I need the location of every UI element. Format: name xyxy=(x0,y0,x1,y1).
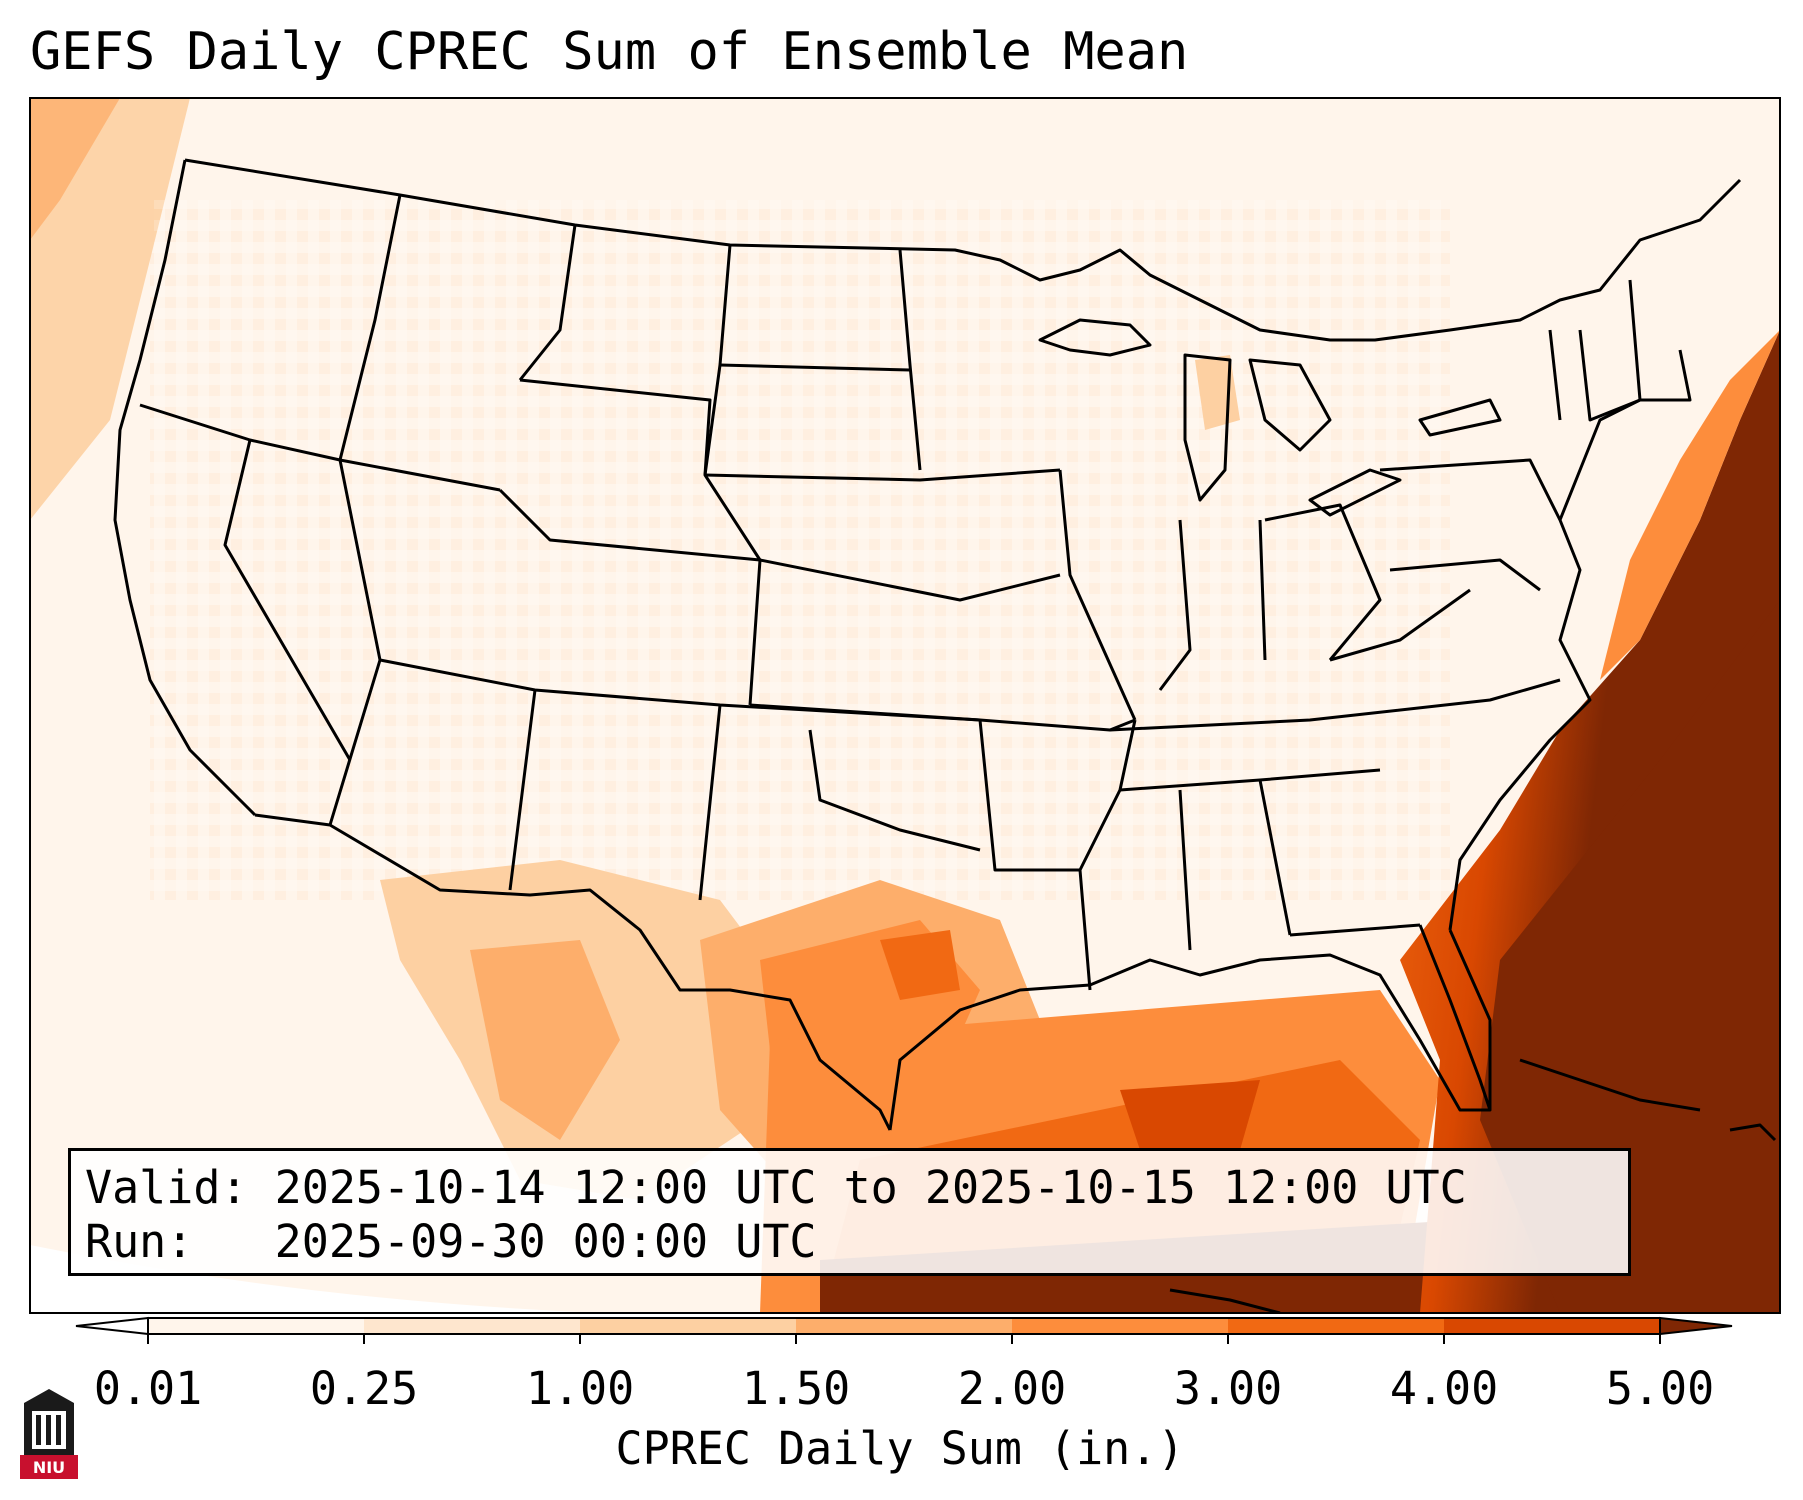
state-line-18 xyxy=(978,719,1092,991)
precip-pacific-nw-core xyxy=(30,98,120,240)
valid-row: Valid: 2025-10-14 12:00 UTC to 2025-10-1… xyxy=(85,1161,1614,1215)
lake-superior xyxy=(1038,318,1152,357)
precip-atlantic-max xyxy=(1480,600,1780,1313)
colorbar-segment xyxy=(1444,1318,1660,1334)
state-line-14 xyxy=(704,468,1061,482)
boundaries xyxy=(113,158,1777,1313)
state-line-29 xyxy=(1379,458,1562,521)
projection-edge-sw xyxy=(30,1245,600,1313)
state-line-33 xyxy=(1548,329,1562,421)
lake-erie xyxy=(1308,468,1402,517)
state-line-5 xyxy=(518,224,577,381)
state-line-12 xyxy=(898,249,922,471)
colorbar-tick-label: 2.00 xyxy=(957,1362,1067,1415)
state-line-25 xyxy=(1289,923,1421,937)
valid-run-box: Valid: 2025-10-14 12:00 UTC to 2025-10-1… xyxy=(68,1148,1631,1276)
precip-texas-max xyxy=(880,930,960,1000)
state-line-9 xyxy=(508,689,537,891)
state-line-11 xyxy=(703,244,762,561)
state-line-21 xyxy=(1109,678,1561,732)
state-line-27 xyxy=(1258,519,1267,661)
valid-value: 2025-10-14 12:00 UTC to 2025-10-15 12:00… xyxy=(274,1161,1467,1214)
lake-ontario xyxy=(1418,398,1502,437)
lake-huron xyxy=(1248,358,1332,452)
map-frame xyxy=(29,97,1781,1314)
colorbar-tick-label: 0.25 xyxy=(309,1362,419,1415)
colorbar-segment xyxy=(1012,1318,1228,1334)
colorbar-segment xyxy=(796,1318,1012,1334)
valid-label: Valid: xyxy=(85,1161,248,1214)
lake-michigan xyxy=(1183,353,1232,502)
colorbar-tick-label: 1.00 xyxy=(525,1362,635,1415)
svg-text:NIU: NIU xyxy=(33,1458,65,1477)
colorbar xyxy=(75,1316,1733,1344)
colorbar-segment xyxy=(580,1318,796,1334)
colorbar-segment xyxy=(1228,1318,1444,1334)
colorbar-label: CPREC Daily Sum (in.) xyxy=(615,1422,1185,1475)
state-line-10 xyxy=(698,704,722,901)
map-field xyxy=(30,98,1780,1313)
state-line-32 xyxy=(1578,329,1641,422)
colorbar-segment xyxy=(364,1318,580,1334)
precip-atlantic-edge xyxy=(1600,330,1780,680)
state-line-4 xyxy=(338,194,402,461)
state-line-2 xyxy=(223,439,352,761)
precip-gulf-max xyxy=(1120,1080,1260,1150)
state-line-8 xyxy=(498,488,762,706)
state-line-31 xyxy=(1329,588,1471,662)
state-line-23 xyxy=(1178,789,1192,951)
niu-logo-icon: NIU xyxy=(20,1389,78,1479)
cuba xyxy=(1519,1058,1701,1112)
run-value: 2025-09-30 00:00 UTC xyxy=(274,1215,817,1268)
yucatan xyxy=(1169,1288,1281,1313)
colorbar-over-arrow xyxy=(1659,1316,1733,1336)
state-line-6 xyxy=(519,378,712,476)
state-line-34 xyxy=(1628,279,1642,401)
colorbar-tick-label: 4.00 xyxy=(1389,1362,1499,1415)
us-canada-border xyxy=(184,158,1742,342)
state-line-15 xyxy=(759,558,1061,602)
state-line-1 xyxy=(139,403,501,492)
precip-interior-texture xyxy=(150,200,1450,900)
colorbar-tick-label: 5.00 xyxy=(1605,1362,1715,1415)
state-line-19 xyxy=(1058,469,1137,721)
precip-mexico-core xyxy=(470,940,620,1140)
state-line-26 xyxy=(1158,519,1192,691)
state-line-16 xyxy=(749,703,1136,732)
gulf-coast xyxy=(888,929,1492,1131)
us-mexico-border xyxy=(254,813,892,1131)
colorbar-under-arrow xyxy=(75,1316,149,1336)
west-coast xyxy=(113,159,257,817)
colorbar-segment xyxy=(148,1318,364,1334)
map-title: GEFS Daily CPREC Sum of Ensemble Mean xyxy=(30,22,1189,82)
state-line-17 xyxy=(808,729,981,852)
colorbar-tick-label: 3.00 xyxy=(1173,1362,1283,1415)
state-line-13 xyxy=(719,363,911,372)
colorbar-outline xyxy=(147,1317,1661,1335)
colorbar-tick-label: 0.01 xyxy=(93,1362,203,1415)
run-label: Run: xyxy=(85,1215,194,1268)
colorbar-tick-label: 1.50 xyxy=(741,1362,851,1415)
state-line-28 xyxy=(1264,503,1382,661)
state-line-30 xyxy=(1389,558,1541,592)
hispaniola xyxy=(1729,1123,1777,1142)
run-row: Run: 2025-09-30 00:00 UTC xyxy=(85,1215,1614,1269)
florida-west xyxy=(1418,924,1492,1111)
state-line-24 xyxy=(1258,779,1292,936)
